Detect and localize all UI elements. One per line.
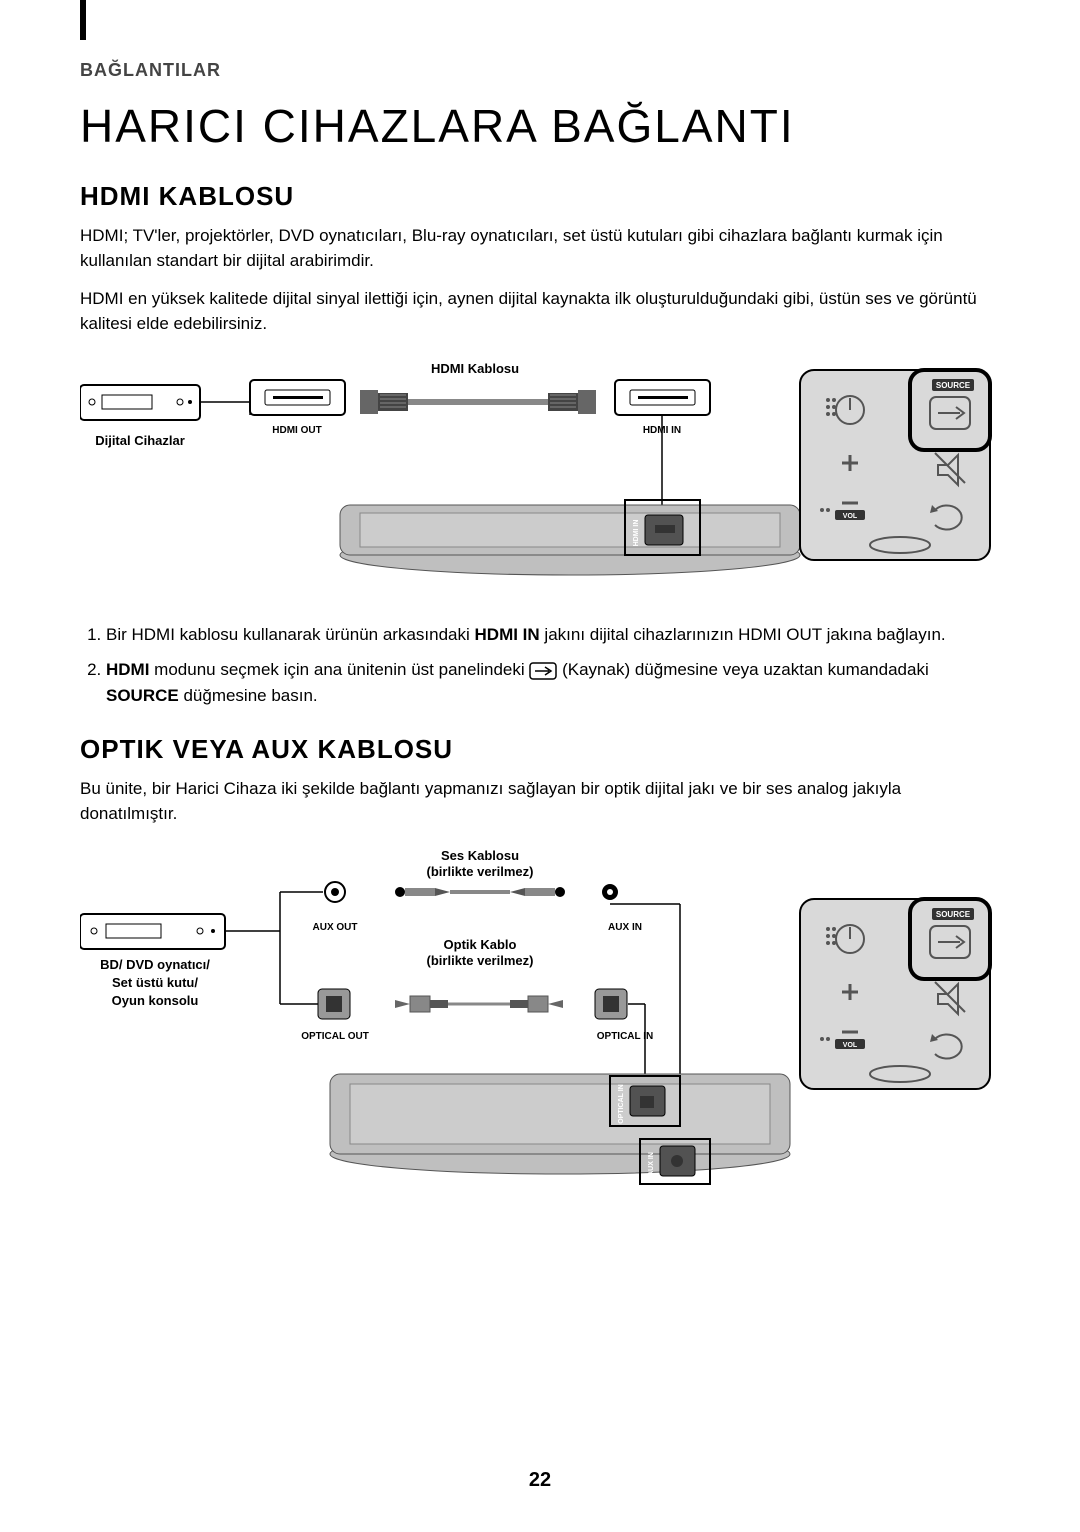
device-line1: BD/ DVD oynatıcı/ <box>100 957 210 972</box>
breadcrumb: BAĞLANTILAR <box>80 60 1000 81</box>
optical-not-included: (birlikte verilmez) <box>427 953 534 968</box>
step-1: Bir HDMI kablosu kullanarak ürünün arkas… <box>106 622 1000 648</box>
port-optical-label: OPTICAL IN <box>618 1085 625 1125</box>
side-accent-bar <box>80 0 86 40</box>
port-hdmi-label: HDMI IN <box>633 519 640 546</box>
page-number: 22 <box>0 1469 1080 1492</box>
device-line2: Set üstü kutu/ <box>112 975 198 990</box>
vol-label: VOL <box>843 513 858 520</box>
aux-out-label: AUX OUT <box>313 922 358 933</box>
audio-cable-not-included: (birlikte verilmez) <box>427 864 534 879</box>
device-label: Dijital Cihazlar <box>95 433 185 448</box>
vol-label-2: VOL <box>843 1042 858 1049</box>
step2-bold2: SOURCE <box>106 686 179 705</box>
optical-out-label: OPTICAL OUT <box>301 1031 369 1042</box>
step2-end: düğmesine basın. <box>179 686 318 705</box>
remote-panel: SOURCE VOL <box>800 370 990 560</box>
optik-heading: OPTIK VEYA AUX KABLOSU <box>80 734 1000 765</box>
step2-mid: modunu seçmek için ana ünitenin üst pane… <box>149 660 529 679</box>
hdmi-heading: HDMI KABLOSU <box>80 181 1000 212</box>
step2-bold1: HDMI <box>106 660 149 679</box>
remote-panel-2: SOURCE VOL <box>800 899 990 1089</box>
source-label-2: SOURCE <box>936 910 971 919</box>
audio-cable-label: Ses Kablosu <box>441 848 519 863</box>
hdmi-para-2: HDMI en yüksek kalitede dijital sinyal i… <box>80 287 1000 336</box>
hdmi-diagram: Dijital Cihazlar HDMI OUT HDMI Kablosu H… <box>80 355 1000 600</box>
device-line3: Oyun konsolu <box>112 993 199 1008</box>
step2-mid2: (Kaynak) düğmesine veya uzaktan kumandad… <box>557 660 928 679</box>
source-inline-icon <box>529 662 557 680</box>
hdmi-out-label: HDMI OUT <box>272 425 321 436</box>
port-aux-label: AUX IN <box>648 1152 655 1176</box>
aux-in-label: AUX IN <box>608 922 642 933</box>
step-2: HDMI modunu seçmek için ana ünitenin üst… <box>106 657 1000 708</box>
page-title: HARICI CIHAZLARA BAĞLANTI <box>80 99 1000 153</box>
optik-diagram: Ses Kablosu (birlikte verilmez) AUX OUT … <box>80 844 1000 1229</box>
optik-para: Bu ünite, bir Harici Cihaza iki şekilde … <box>80 777 1000 826</box>
hdmi-cable-label: HDMI Kablosu <box>431 361 519 376</box>
hdmi-para-1: HDMI; TV'ler, projektörler, DVD oynatıcı… <box>80 224 1000 273</box>
step1-prefix: Bir HDMI kablosu kullanarak ürünün arkas… <box>106 625 475 644</box>
source-label: SOURCE <box>936 381 971 390</box>
hdmi-steps: Bir HDMI kablosu kullanarak ürünün arkas… <box>106 622 1000 709</box>
step1-suffix: jakını dijital cihazlarınızın HDMI OUT j… <box>540 625 946 644</box>
step1-bold: HDMI IN <box>475 625 540 644</box>
optical-cable-label: Optik Kablo <box>444 937 517 952</box>
